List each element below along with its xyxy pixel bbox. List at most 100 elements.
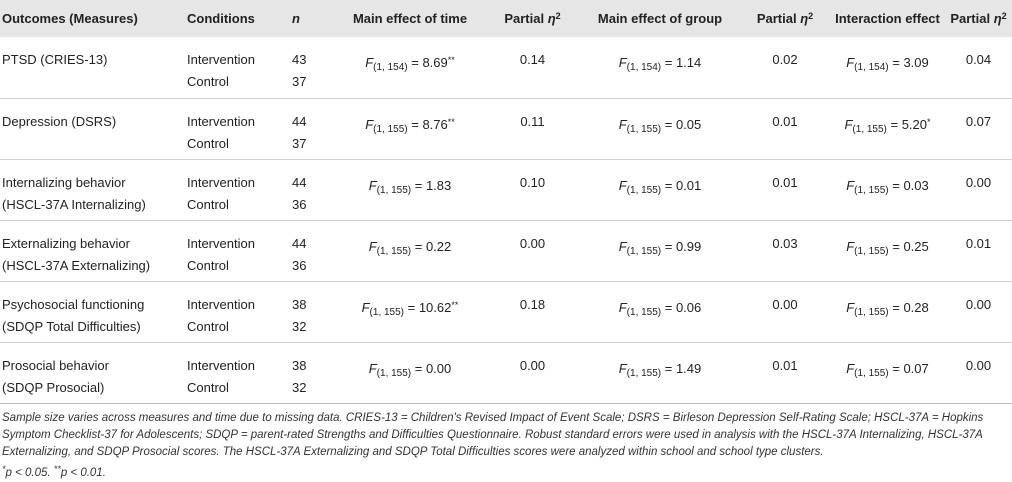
header-main-effect-group: Main effect of group: [597, 11, 723, 26]
condition-intervention: Intervention: [187, 296, 255, 312]
condition-control: Control: [187, 196, 229, 212]
header-main-effect-time: Main effect of time: [352, 11, 468, 26]
time-effect-cell: F(1, 155) = 8.76**: [365, 116, 455, 135]
n-cell: 38 32: [290, 281, 335, 342]
results-table: Outcomes (Measures) Conditions n Main ef…: [0, 0, 1012, 403]
outcome-name: Depression (DSRS): [2, 113, 117, 129]
condition-control: Control: [187, 135, 229, 151]
condition-intervention: Intervention: [187, 235, 255, 251]
table-row: Internalizing behavior (HSCL-37A Internal…: [0, 159, 1012, 220]
time-effect-cell: F(1, 155) = 0.00: [368, 360, 452, 379]
outcome-measure: (HSCL-37A Externalizing): [2, 257, 151, 273]
header-row: Outcomes (Measures) Conditions n Main ef…: [0, 0, 1012, 37]
time-eta-cell: 0.14: [519, 52, 546, 67]
outcome-cell: Psychosocial functioning (SDQP Total Diff…: [0, 281, 185, 342]
n-intervention: 44: [292, 174, 307, 190]
outcome-measure: (HSCL-37A Internalizing): [2, 196, 146, 212]
condition-intervention: Intervention: [187, 357, 255, 373]
n-cell: 38 32: [290, 342, 335, 403]
time-eta-cell: 0.10: [519, 174, 546, 190]
interaction-eta-cell: 0.00: [965, 357, 992, 373]
time-effect-cell: F(1, 154) = 8.69**: [365, 55, 455, 73]
time-eta-cell: 0.18: [519, 296, 546, 312]
n-cell: 43 37: [290, 37, 335, 98]
table-row: Depression (DSRS) Intervention Control 44 37…: [0, 98, 1012, 159]
conditions-cell: Intervention Control: [185, 220, 290, 281]
outcome-cell: PTSD (CRIES-13): [0, 37, 185, 98]
condition-control: Control: [187, 379, 229, 395]
n-control: 36: [292, 257, 307, 273]
footnote-sig-2: p < 0.01.: [60, 467, 106, 479]
interaction-effect-cell: F(1, 155) = 0.03: [846, 177, 929, 196]
outcome-name: Psychosocial functioning: [2, 296, 145, 312]
n-control: 37: [292, 135, 307, 151]
group-effect-cell: F(1, 155) = 0.05: [618, 116, 702, 135]
header-partial-eta-interaction: Partial η2: [950, 11, 1007, 26]
group-effect-cell: F(1, 155) = 0.06: [618, 299, 702, 318]
group-eta-cell: 0.01: [772, 357, 798, 373]
n-cell: 44 37: [290, 98, 335, 159]
interaction-effect-cell: F(1, 154) = 3.09: [846, 55, 929, 73]
group-eta-cell: 0.03: [772, 235, 798, 251]
table-row: Psychosocial functioning (SDQP Total Diff…: [0, 281, 1012, 342]
condition-intervention: Intervention: [187, 174, 255, 190]
n-control: 37: [292, 74, 307, 89]
interaction-eta-cell: 0.04: [965, 52, 992, 67]
footnote-star-2: **: [53, 464, 61, 474]
header-interaction-effect: Interaction effect: [835, 11, 940, 26]
condition-intervention: Intervention: [187, 113, 255, 129]
conditions-cell: Intervention Control: [185, 281, 290, 342]
n-control: 36: [292, 196, 307, 212]
header-conditions: Conditions: [187, 11, 255, 26]
outcome-measure: (SDQP Prosocial): [2, 379, 105, 395]
group-eta-cell: 0.02: [772, 52, 798, 67]
header-partial-eta-group: Partial η2: [756, 11, 814, 26]
header-n: n: [292, 11, 300, 26]
n-intervention: 38: [292, 357, 307, 373]
n-control: 32: [292, 379, 307, 395]
conditions-cell: Intervention Control: [185, 37, 290, 98]
time-effect-cell: F(1, 155) = 0.22: [368, 238, 452, 257]
outcome-name: Internalizing behavior: [2, 174, 126, 190]
group-effect-cell: F(1, 155) = 0.01: [618, 177, 702, 196]
group-effect-cell: F(1, 155) = 0.99: [618, 238, 702, 257]
table-row: Prosocial behavior (SDQP Prosocial) Interv…: [0, 342, 1012, 403]
outcome-measure: (SDQP Total Difficulties): [2, 318, 141, 334]
n-cell: 44 36: [290, 159, 335, 220]
table-footnote: Sample size varies across measures and t…: [2, 410, 1008, 482]
interaction-eta-cell: 0.00: [965, 296, 992, 312]
outcome-name: Prosocial behavior: [2, 357, 109, 373]
outcome-cell: Depression (DSRS): [0, 98, 185, 159]
time-eta-cell: 0.11: [520, 113, 545, 129]
footnote-sig-1: p < 0.05.: [5, 467, 54, 479]
outcome-name: Externalizing behavior: [2, 235, 130, 251]
interaction-eta-cell: 0.00: [965, 174, 992, 190]
conditions-cell: Intervention Control: [185, 98, 290, 159]
condition-intervention: Intervention: [187, 52, 255, 67]
group-eta-cell: 0.00: [772, 296, 798, 312]
n-intervention: 43: [292, 52, 307, 67]
condition-control: Control: [187, 74, 229, 89]
n-intervention: 44: [292, 235, 307, 251]
header-partial-eta-time: Partial η2: [504, 11, 561, 26]
conditions-cell: Intervention Control: [185, 159, 290, 220]
group-eta-cell: 0.01: [772, 113, 798, 129]
outcome-name: PTSD (CRIES-13): [2, 52, 108, 67]
footnote-star-1: *: [2, 464, 6, 474]
group-effect-cell: F(1, 155) = 1.49: [618, 360, 702, 379]
group-eta-cell: 0.01: [772, 174, 798, 190]
condition-control: Control: [187, 257, 229, 273]
table-row: Externalizing behavior (HSCL-37A External…: [0, 220, 1012, 281]
conditions-cell: Intervention Control: [185, 342, 290, 403]
time-effect-cell: F(1, 155) = 10.62**: [361, 299, 459, 318]
outcome-cell: Internalizing behavior (HSCL-37A Internal…: [0, 159, 185, 220]
n-control: 32: [292, 318, 307, 334]
time-eta-cell: 0.00: [519, 235, 546, 251]
group-effect-cell: F(1, 154) = 1.14: [618, 55, 702, 73]
interaction-eta-cell: 0.07: [965, 113, 992, 129]
time-eta-cell: 0.00: [519, 357, 546, 373]
interaction-effect-cell: F(1, 155) = 0.25: [846, 238, 929, 257]
footnote-text: Sample size varies across measures and t…: [2, 412, 984, 458]
time-effect-cell: F(1, 155) = 1.83: [368, 177, 452, 196]
